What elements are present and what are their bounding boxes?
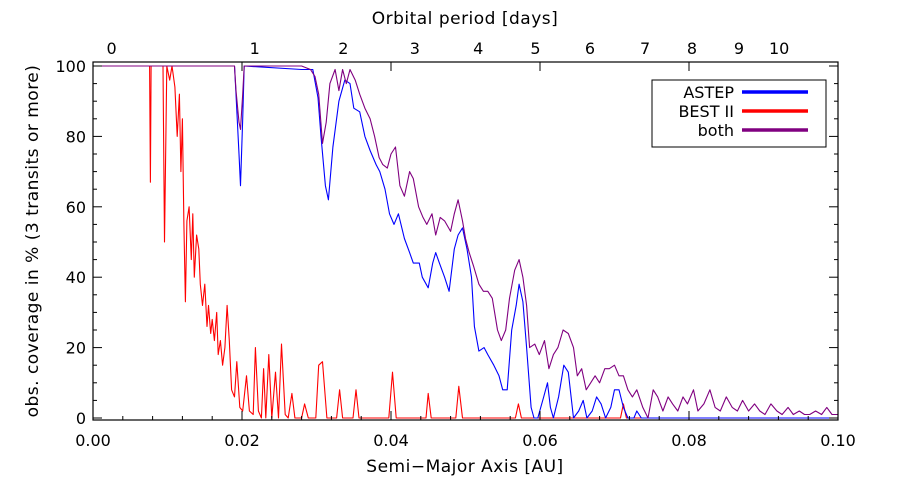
top-tick-label: 0 [107,39,117,58]
legend-label: BEST II [678,102,734,121]
ticks-layer: 0.00 0.02 0.04 0.06 0.08 0.10 0 20 40 60 80 100 0 1 2 3… [55,39,855,450]
y-tick-label: 100 [55,57,86,76]
series-line-both [93,65,838,419]
top-tick-label: 9 [734,39,744,58]
x-axis-title: Semi−Major Axis [AU] [366,457,563,477]
top-tick-label: 10 [769,39,789,58]
x-tick-label: 0.00 [75,431,111,450]
x-tick-label: 0.02 [224,431,260,450]
plot-frame [92,61,839,421]
legend-label: both [698,121,734,140]
series-line-astep [93,65,838,419]
top-tick-label: 2 [338,39,348,58]
series-line-best-ii [93,65,838,419]
y-axis-title: obs. coverage in % (3 transits or more) [23,65,43,418]
y-tick-label: 20 [66,339,86,358]
top-tick-label: 8 [687,39,697,58]
x-tick-label: 0.04 [373,431,409,450]
y-tick-label: 0 [76,409,86,428]
legend-label: ASTEP [683,83,734,102]
top-tick-label: 6 [585,39,595,58]
top-tick-label: 4 [473,39,483,58]
series-layer [93,65,838,419]
y-tick-label: 60 [66,198,86,217]
y-tick-label: 40 [66,268,86,287]
x-tick-label: 0.08 [671,431,707,450]
top-tick-label: 1 [250,39,260,58]
x-tick-label: 0.10 [820,431,856,450]
top-tick-label: 5 [530,39,540,58]
y-tick-label: 80 [66,127,86,146]
top-axis-title: Orbital period [days] [372,9,559,29]
x-tick-label: 0.06 [522,431,558,450]
top-tick-label: 7 [640,39,650,58]
top-tick-label: 3 [410,39,420,58]
